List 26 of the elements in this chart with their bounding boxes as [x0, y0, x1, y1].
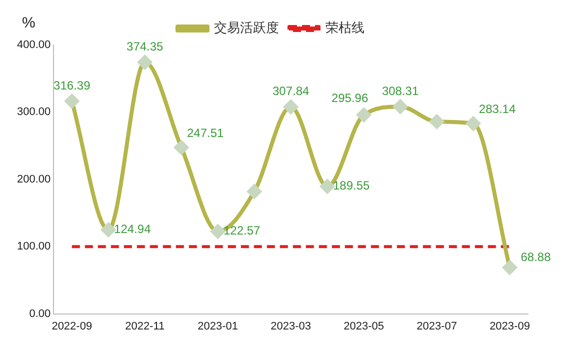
- data-label: 122.57: [223, 224, 261, 238]
- data-label: 307.84: [272, 84, 310, 98]
- data-label: 68.88: [520, 250, 552, 264]
- x-tick-label: 2022-09: [52, 320, 92, 332]
- data-label: 316.39: [54, 78, 91, 92]
- x-tick-label: 2023-09: [490, 320, 530, 332]
- y-tick-label: 200.00: [16, 173, 51, 186]
- y-axis-title: %: [22, 14, 36, 32]
- x-tick-label: 2023-01: [198, 320, 238, 332]
- x-tick-label: 2023-07: [416, 320, 457, 332]
- data-label: 283.14: [478, 102, 516, 116]
- legend-label: 交易活跃度: [214, 20, 279, 36]
- y-tick-label: 300.00: [16, 106, 51, 118]
- data-label: 189.55: [332, 178, 370, 193]
- legend-label: 荣枯线: [326, 20, 364, 36]
- y-tick-label: 0.00: [29, 308, 51, 320]
- y-tick-label: 100.00: [16, 240, 51, 253]
- data-label: 295.96: [331, 91, 368, 106]
- data-label: 124.94: [114, 222, 152, 236]
- data-label: 247.51: [187, 126, 224, 140]
- data-label: 374.35: [126, 40, 164, 54]
- x-tick-label: 2023-03: [270, 320, 312, 332]
- y-tick-label: 400.00: [16, 39, 51, 52]
- x-tick-label: 2023-05: [344, 320, 384, 332]
- x-tick-label: 2022-11: [125, 320, 165, 332]
- data-label: 308.31: [382, 84, 419, 98]
